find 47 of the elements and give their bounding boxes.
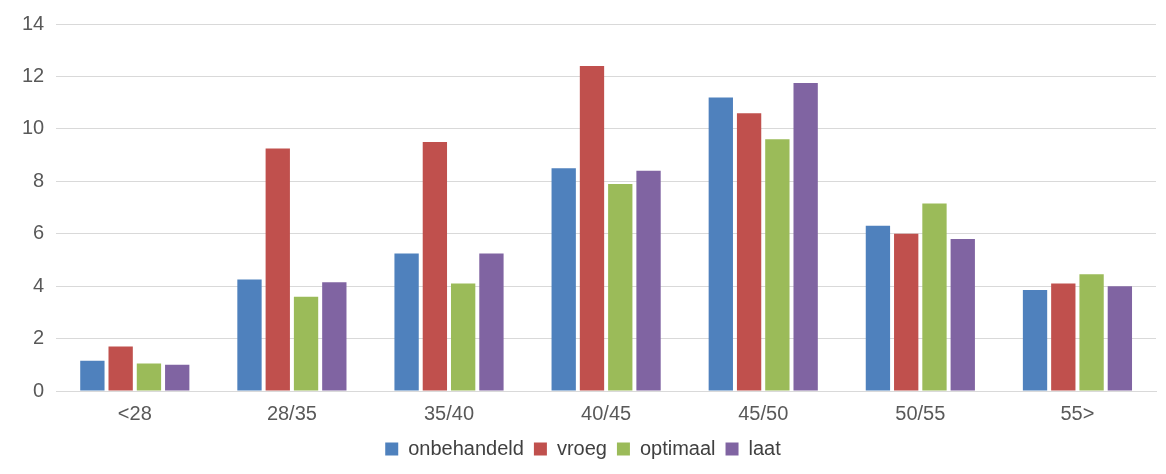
bar xyxy=(865,225,891,391)
x-tick-label: 40/45 xyxy=(581,401,632,424)
bar xyxy=(708,97,733,391)
bar xyxy=(1051,283,1076,391)
x-tick-label: 45/50 xyxy=(738,401,789,424)
bar xyxy=(451,283,476,391)
bar xyxy=(422,141,448,391)
x-tick-label: 35/40 xyxy=(423,401,475,424)
bar xyxy=(265,148,290,391)
y-tick-label: 0 xyxy=(33,378,45,401)
bar xyxy=(608,183,633,391)
bar xyxy=(636,170,661,391)
bar xyxy=(108,346,133,391)
x-tick-label: 55> xyxy=(1060,401,1095,424)
x-tick-label: 28/35 xyxy=(266,401,317,424)
bar xyxy=(237,279,262,391)
bar xyxy=(579,65,605,391)
bar xyxy=(479,253,504,391)
x-tick-label: <28 xyxy=(117,401,152,424)
y-tick-label: 6 xyxy=(33,221,45,244)
bar xyxy=(322,282,347,391)
legend-label: laat xyxy=(748,436,782,459)
y-tick-label: 12 xyxy=(22,63,45,86)
bar xyxy=(394,253,419,391)
y-tick-label: 10 xyxy=(22,116,45,139)
y-tick-label: 4 xyxy=(33,273,45,296)
bar xyxy=(950,238,975,391)
bar xyxy=(1079,274,1104,391)
y-tick-label: 2 xyxy=(33,326,45,349)
y-tick-label: 14 xyxy=(22,11,45,34)
bar xyxy=(551,168,576,391)
legend-label: onbehandeld xyxy=(408,436,524,459)
bar xyxy=(894,233,919,391)
legend-label: vroeg xyxy=(556,436,607,459)
bar xyxy=(793,82,818,391)
x-tick-label: 50/55 xyxy=(895,401,946,424)
bar xyxy=(1022,290,1048,391)
bar xyxy=(165,364,190,391)
bar xyxy=(80,360,105,391)
bar xyxy=(765,139,790,391)
bar xyxy=(736,113,762,391)
bar xyxy=(293,296,319,391)
bar xyxy=(922,203,947,391)
bar xyxy=(136,363,162,391)
y-tick-label: 8 xyxy=(33,168,45,191)
legend-label: optimaal xyxy=(639,436,716,459)
bar xyxy=(1107,286,1133,391)
